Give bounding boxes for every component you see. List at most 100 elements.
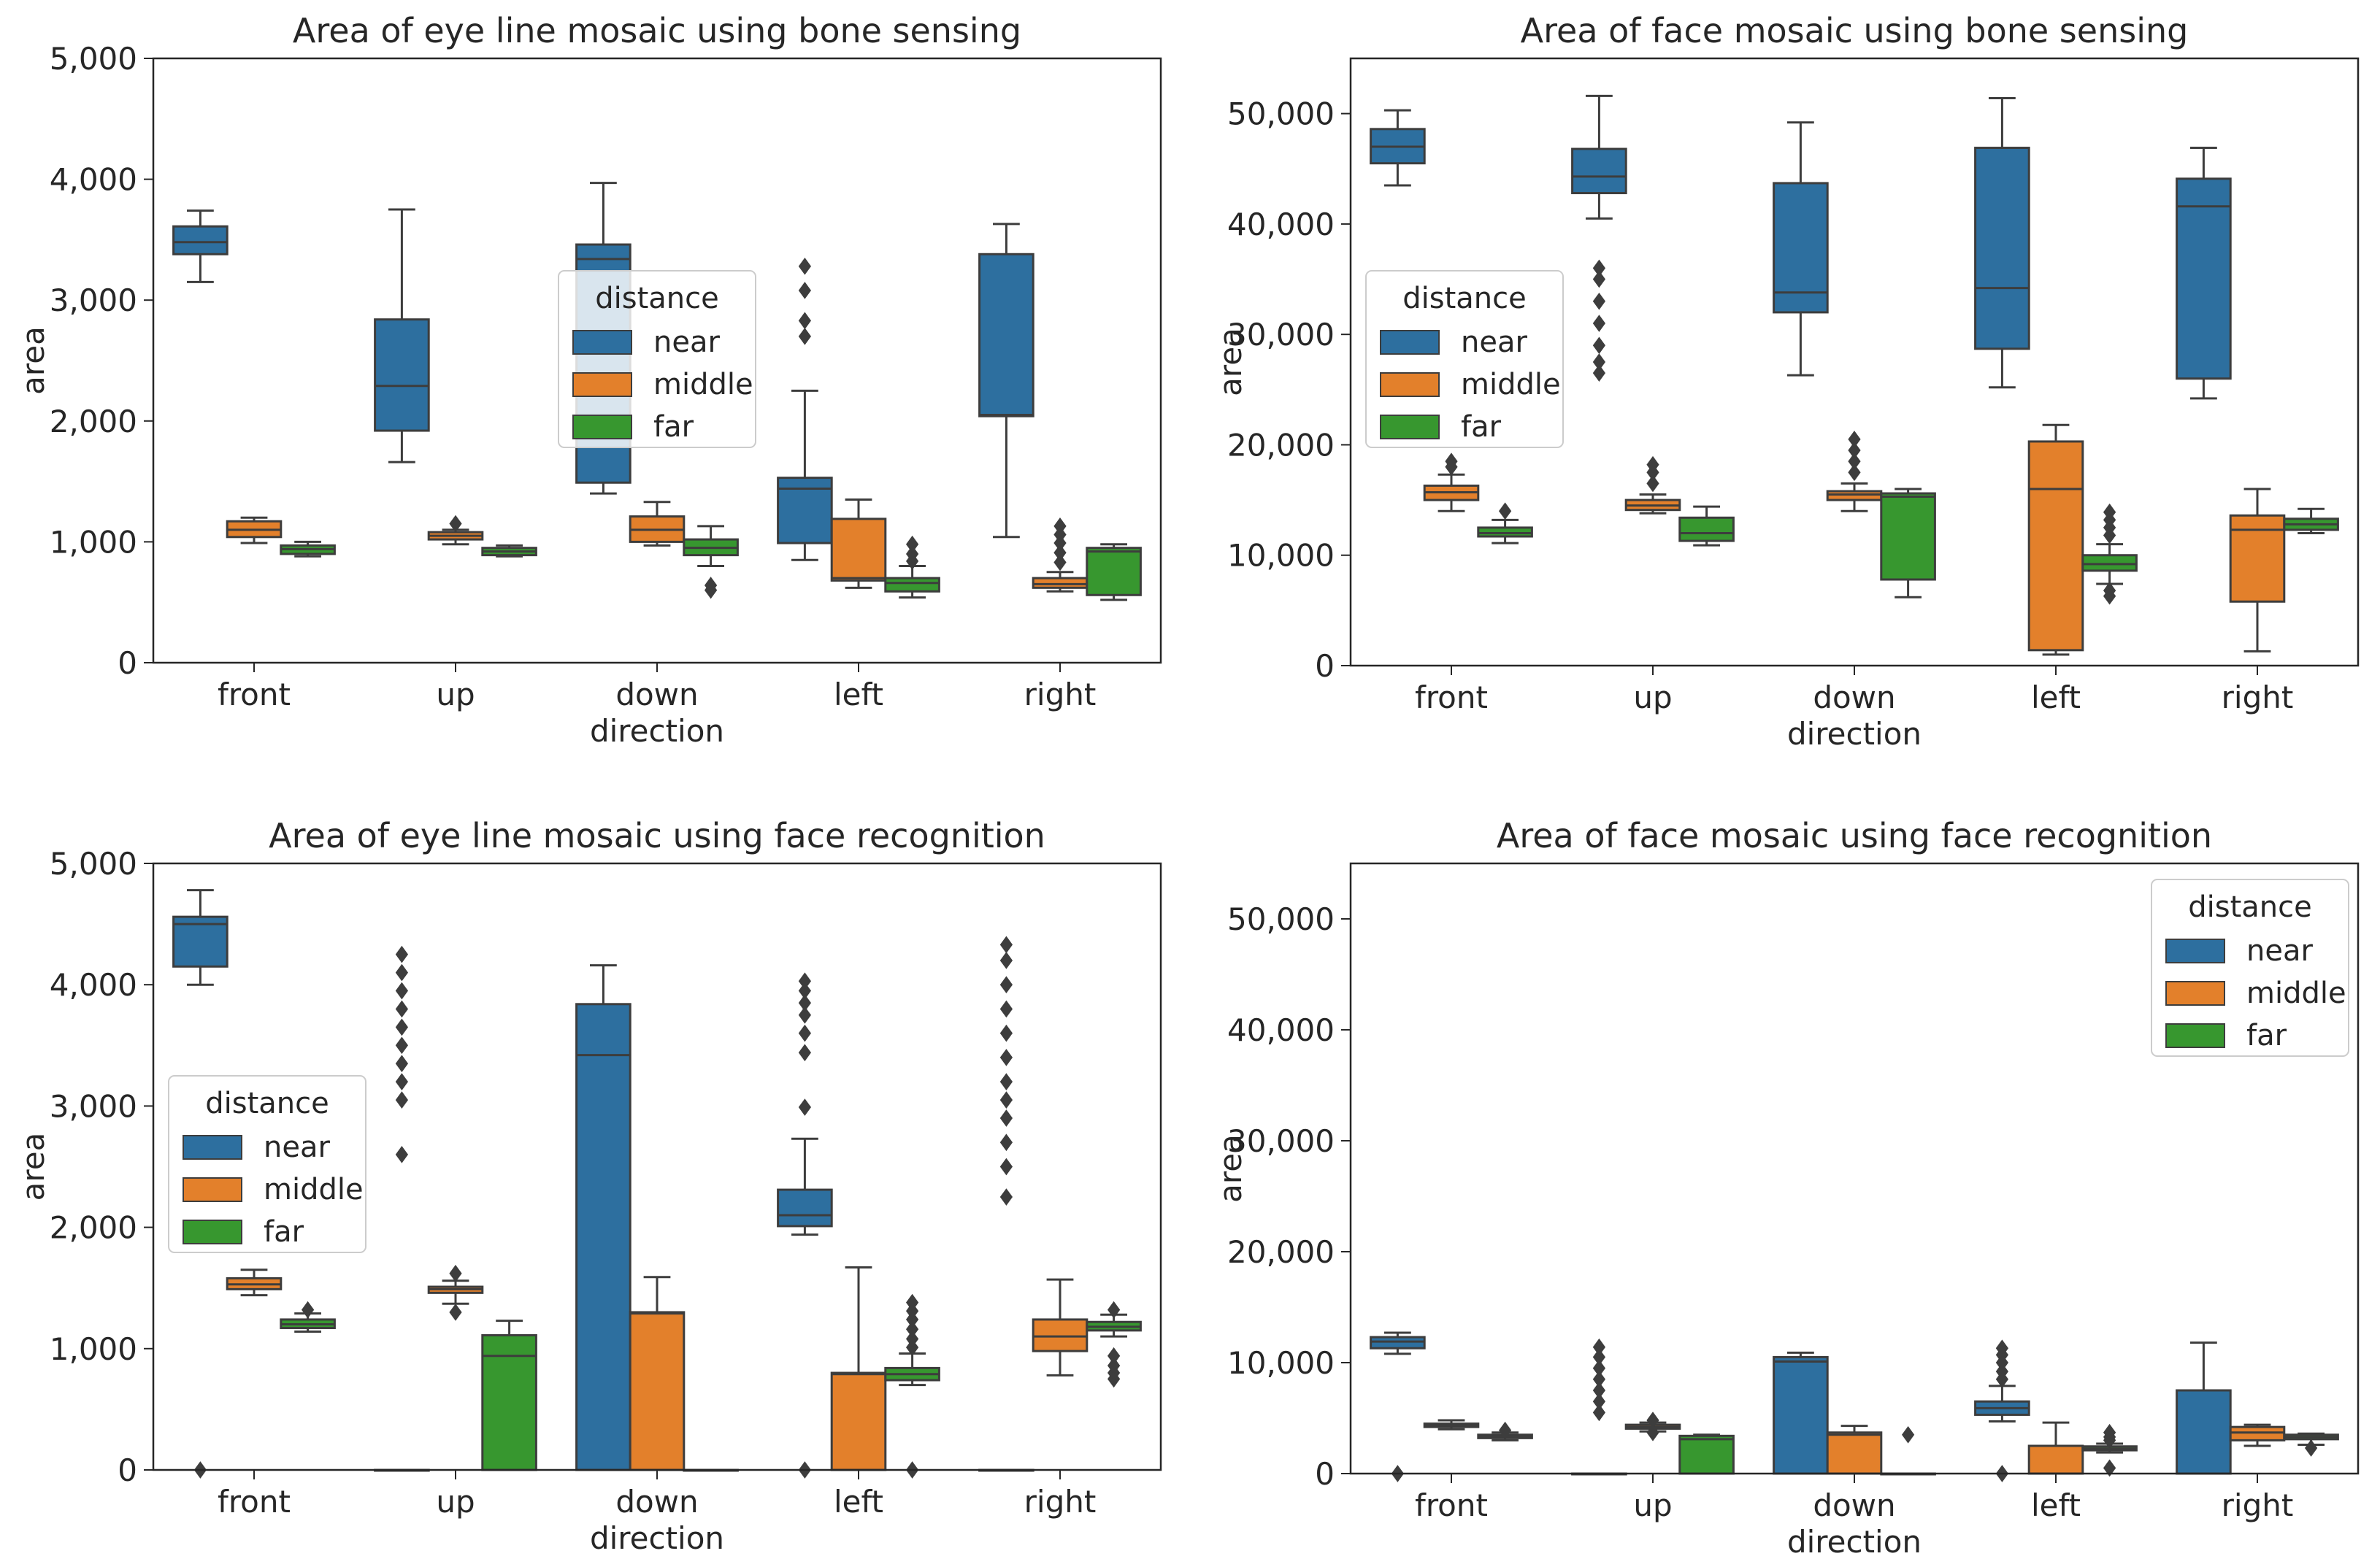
legend-swatch-far xyxy=(572,415,632,439)
y-axis-label: area xyxy=(15,326,51,395)
box-middle-right xyxy=(2229,488,2286,652)
outlier-point xyxy=(798,982,812,1000)
outlier-point xyxy=(1592,315,1606,332)
box-near-down xyxy=(575,964,632,1471)
y-tick-label: 20,000 xyxy=(1227,1234,1335,1270)
box-middle-down xyxy=(1826,1425,1883,1475)
outlier-point xyxy=(999,1049,1013,1066)
y-tick-label: 40,000 xyxy=(1227,207,1335,242)
outlier-point xyxy=(2103,503,2116,521)
box-body xyxy=(978,253,1034,417)
outlier-point xyxy=(1995,1363,2009,1381)
x-tick-label: down xyxy=(1813,679,1895,715)
box-middle-front xyxy=(226,1268,283,1297)
y-tick-label: 5,000 xyxy=(50,41,137,77)
outlier-point xyxy=(999,1133,1013,1152)
outlier-point xyxy=(1107,1347,1121,1365)
outlier-point xyxy=(999,936,1013,954)
outlier-point xyxy=(1592,1359,1606,1377)
box-near-front xyxy=(1370,1331,1426,1482)
outlier-point xyxy=(395,1146,409,1163)
legend-label-far: far xyxy=(653,410,694,444)
y-tick-label: 0 xyxy=(118,1452,137,1488)
box-near-right xyxy=(978,223,1034,539)
outlier-point xyxy=(1848,463,1861,482)
outlier-point xyxy=(905,1330,919,1348)
outlier-point xyxy=(2103,1459,2116,1477)
box-middle-left xyxy=(2027,423,2084,656)
x-tick-label: up xyxy=(1633,1487,1672,1523)
box-middle-right xyxy=(2229,1423,2286,1447)
y-tick-label: 3,000 xyxy=(50,1088,137,1124)
box-near-right xyxy=(2176,1341,2232,1475)
box-body xyxy=(2027,1444,2084,1475)
legend-title: distance xyxy=(595,282,719,315)
outlier-point xyxy=(798,257,812,275)
legend-label-near: near xyxy=(1461,326,1527,359)
outlier-point xyxy=(2103,1423,2116,1441)
chart-face-face-recognition: Area of face mosaic using face recogniti… xyxy=(1213,816,2360,1560)
x-tick-label: left xyxy=(834,677,883,712)
box-near-up xyxy=(1571,1338,1627,1476)
box-middle-down xyxy=(629,501,686,547)
outlier-point xyxy=(999,1073,1013,1091)
legend-label-near: near xyxy=(653,326,720,359)
box-body xyxy=(2027,440,2084,652)
outlier-point xyxy=(395,1055,409,1073)
box-near-down xyxy=(1773,121,1829,377)
box-middle-up xyxy=(427,1264,484,1321)
outlier-point xyxy=(395,1073,409,1091)
legend-swatch-far xyxy=(183,1220,242,1244)
box-near-left xyxy=(777,972,833,1479)
box-near-front xyxy=(172,209,229,283)
box-body xyxy=(1032,1318,1089,1352)
outlier-point xyxy=(798,1098,812,1116)
y-tick-label: 30,000 xyxy=(1227,317,1335,353)
box-body xyxy=(2081,554,2138,572)
box-far-up xyxy=(1678,505,1735,547)
outlier-point xyxy=(1646,1423,1659,1441)
box-far-front xyxy=(1477,1421,1533,1441)
outlier-point xyxy=(1592,270,1606,288)
box-near-front xyxy=(172,889,229,1479)
outlier-point xyxy=(395,1036,409,1055)
box-body xyxy=(1826,490,1883,501)
box-body xyxy=(1880,492,1936,581)
box-far-down xyxy=(1880,488,1936,598)
outlier-point xyxy=(1995,1339,2009,1358)
outlier-point xyxy=(798,1044,812,1062)
outlier-point xyxy=(395,1091,409,1109)
box-middle-up xyxy=(1624,1412,1681,1441)
chart-title: Area of face mosaic using face recogniti… xyxy=(1497,816,2212,855)
outlier-point xyxy=(905,535,919,553)
outlier-point xyxy=(1848,442,1861,459)
box-body xyxy=(1571,147,1627,195)
outlier-point xyxy=(1646,455,1659,474)
box-body xyxy=(1032,577,1089,589)
box-body xyxy=(1826,1431,1883,1475)
x-tick-label: up xyxy=(436,677,475,712)
outlier-point xyxy=(999,1188,1013,1206)
y-tick-label: 0 xyxy=(1315,1456,1335,1492)
box-near-up xyxy=(374,945,430,1472)
y-tick-label: 50,000 xyxy=(1227,901,1335,937)
box-far-down xyxy=(1880,1425,1936,1476)
box-middle-front xyxy=(226,516,283,544)
chart-title: Area of eye line mosaic using face recog… xyxy=(269,816,1045,855)
axes-frame xyxy=(1349,862,2360,1475)
outlier-point xyxy=(1053,544,1067,562)
outlier-point xyxy=(1053,553,1067,571)
box-near-up xyxy=(1571,94,1627,382)
y-tick-label: 20,000 xyxy=(1227,427,1335,463)
x-tick-label: front xyxy=(218,677,291,712)
x-tick-label: left xyxy=(2031,679,2081,715)
box-body xyxy=(1773,1355,1829,1475)
box-far-right xyxy=(1086,1301,1142,1388)
legend-swatch-far xyxy=(1380,415,1440,439)
box-far-front xyxy=(1477,502,1533,544)
outlier-point xyxy=(999,1091,1013,1109)
chart-title: Area of eye line mosaic using bone sensi… xyxy=(293,11,1021,50)
legend-swatch-near xyxy=(183,1135,242,1160)
outlier-point xyxy=(1107,1357,1121,1374)
